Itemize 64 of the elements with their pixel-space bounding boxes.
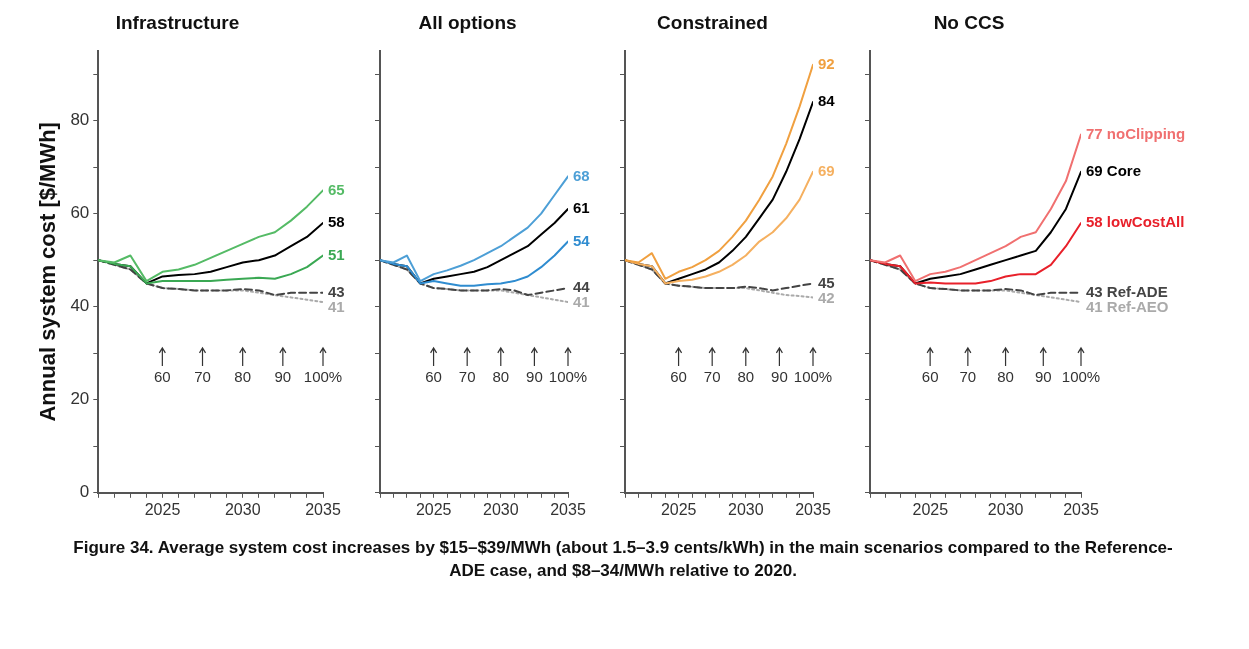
data-label: 41 bbox=[328, 297, 345, 315]
annotation: 80 bbox=[737, 368, 755, 386]
annotation: 70 bbox=[194, 368, 211, 386]
annotation: 90 bbox=[526, 368, 543, 386]
x-tick-label: 2025 bbox=[144, 500, 181, 518]
annotation: 80 bbox=[234, 368, 252, 386]
y-axis-title: Annual system cost [$/MWh] bbox=[35, 122, 61, 422]
annotation: 70 bbox=[959, 368, 977, 386]
annotation: 100% bbox=[548, 368, 588, 386]
annotation: 70 bbox=[458, 368, 476, 386]
data-label: 51 bbox=[328, 245, 345, 263]
data-label: 42 bbox=[818, 288, 835, 306]
annotation: 90 bbox=[274, 368, 292, 386]
annotation: 60 bbox=[425, 368, 442, 386]
x-tick-label: 2035 bbox=[550, 500, 586, 518]
annotation: 100% bbox=[793, 368, 833, 386]
text: 69 Core bbox=[1086, 161, 1142, 179]
data-label: 84 bbox=[818, 92, 836, 110]
data-label: 54 bbox=[573, 231, 591, 249]
text: 58 lowCostAll bbox=[1086, 213, 1185, 231]
annotation: 60 bbox=[154, 368, 171, 386]
x-tick-label: 2030 bbox=[483, 500, 519, 518]
annotation: 100% bbox=[1061, 368, 1101, 386]
x-tick-label: 2025 bbox=[415, 500, 452, 518]
annotation: 100% bbox=[303, 368, 343, 386]
data-label: 92 bbox=[818, 54, 835, 72]
x-tick-label: 2030 bbox=[224, 500, 261, 518]
annotation: 80 bbox=[997, 368, 1014, 386]
data-label: 45 bbox=[818, 273, 835, 291]
x-tick-label: 2025 bbox=[660, 500, 697, 518]
data-label: 61 bbox=[573, 199, 590, 217]
data-label: 58 bbox=[328, 213, 345, 231]
chart-title: All options bbox=[418, 11, 517, 33]
data-label: 44 bbox=[573, 278, 591, 296]
data-label: 69 bbox=[818, 161, 835, 179]
data-label: 65 bbox=[328, 180, 345, 198]
data-label: 41 bbox=[573, 293, 590, 311]
x-tick-label: 2030 bbox=[987, 500, 1024, 518]
annotation: 90 bbox=[771, 368, 788, 386]
y-tick-label: 60 bbox=[70, 203, 90, 223]
chart-title: Constrained bbox=[657, 11, 768, 33]
annotation: 70 bbox=[703, 368, 721, 386]
chart-title: Infrastructure bbox=[115, 11, 240, 33]
chart-title: No CCS bbox=[933, 11, 1005, 33]
y-tick-label: 20 bbox=[70, 389, 90, 409]
annotation: 60 bbox=[921, 368, 939, 386]
x-tick-label: 2035 bbox=[305, 500, 341, 518]
x-tick-label: 2025 bbox=[912, 500, 949, 518]
caption: Figure 34. Average system cost increases by $15–$39/MWh (about 1.5–3.9 cents/kWh) in the main scenarios compared to the Reference-ADE case, and $8–34/MWh relative to 2020. bbox=[72, 537, 1174, 582]
text: 43 Ref-ADE bbox=[1086, 282, 1168, 300]
x-tick-label: 2035 bbox=[1063, 500, 1099, 518]
annotation: 80 bbox=[492, 368, 510, 386]
data-label: 68 bbox=[573, 166, 590, 184]
line-series bbox=[98, 259, 323, 297]
x-tick-label: 2030 bbox=[728, 500, 764, 518]
y-tick-label: 0 bbox=[79, 482, 90, 502]
y-tick-label: 40 bbox=[70, 296, 90, 316]
y-tick-label: 80 bbox=[70, 110, 90, 130]
annotation: 90 bbox=[1034, 368, 1052, 386]
text: 41 Ref-AEO bbox=[1086, 297, 1169, 315]
x-tick-label: 2035 bbox=[795, 500, 831, 518]
data-label: 43 bbox=[328, 282, 345, 300]
text: 77 noClipping bbox=[1086, 124, 1186, 142]
annotation: 60 bbox=[670, 368, 687, 386]
